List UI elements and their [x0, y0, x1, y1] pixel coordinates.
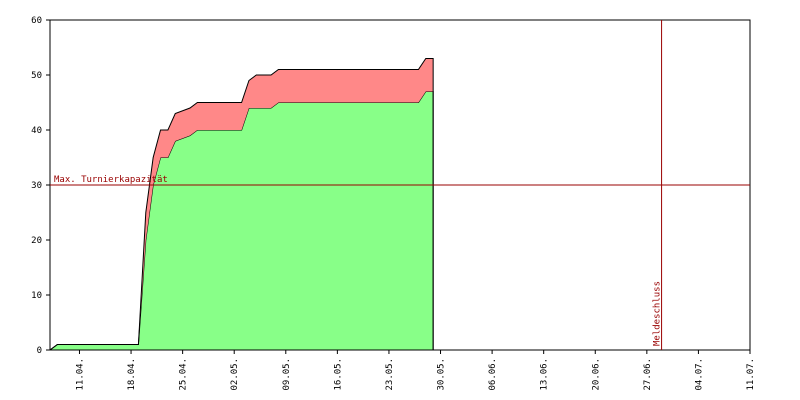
area	[50, 58, 434, 350]
x-tick-label: 11.07.	[746, 358, 756, 391]
x-tick-label: 20.06.	[591, 358, 601, 391]
x-tick-label: 18.04.	[127, 358, 137, 391]
x-tick-label: 30.05.	[437, 358, 447, 391]
x-tick-label: 25.04.	[179, 358, 189, 391]
capacity-label: Max. Turnierkapazität	[54, 175, 168, 185]
deadline-label: Meldeschluss	[653, 281, 663, 346]
y-tick-label: 10	[31, 291, 42, 301]
y-tick-label: 50	[31, 71, 42, 81]
x-tick-label: 16.05.	[333, 358, 343, 391]
x-tick-label: 09.05.	[282, 358, 292, 391]
x-tick-label: 04.07.	[694, 358, 704, 391]
x-tick-label: 06.06.	[488, 358, 498, 391]
x-tick-label: 27.06.	[643, 358, 653, 391]
y-tick-label: 40	[31, 126, 42, 136]
y-tick-label: 60	[31, 16, 42, 26]
x-tick-label: 11.04.	[75, 358, 85, 391]
x-tick-label: 13.06.	[540, 358, 550, 391]
y-tick-label: 30	[31, 181, 42, 191]
area-edge	[49, 58, 434, 351]
y-tick-label: 20	[31, 236, 42, 246]
x-tick-label: 23.05.	[385, 358, 395, 391]
area	[50, 91, 434, 350]
x-tick-label: 02.05.	[230, 358, 240, 391]
y-tick-label: 0	[37, 346, 42, 356]
